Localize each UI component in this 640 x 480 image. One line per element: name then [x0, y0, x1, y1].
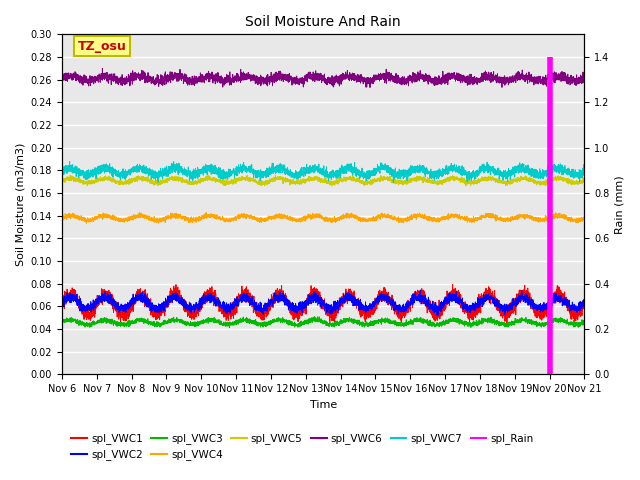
spl_VWC3 [58, 320, 66, 326]
spl_VWC5 [58, 176, 66, 182]
spl_VWC1 [580, 303, 588, 309]
Line: spl_VWC3: spl_VWC3 [62, 317, 584, 327]
spl_VWC5 [580, 179, 588, 184]
spl_VWC7 [390, 180, 397, 186]
spl_VWC5 [328, 183, 335, 189]
spl_VWC3 [440, 319, 448, 325]
Line: spl_VWC5: spl_VWC5 [62, 175, 584, 186]
X-axis label: Time: Time [310, 400, 337, 409]
spl_VWC3 [225, 324, 233, 330]
spl_VWC2 [580, 303, 588, 309]
spl_VWC5 [303, 177, 311, 182]
spl_VWC5 [152, 181, 159, 187]
spl_VWC1 [503, 323, 511, 329]
spl_VWC6 [580, 73, 588, 79]
Line: spl_VWC1: spl_VWC1 [62, 284, 584, 326]
spl_VWC1 [580, 301, 588, 307]
spl_VWC4 [83, 220, 90, 226]
spl_VWC7 [66, 159, 74, 165]
Line: spl_VWC4: spl_VWC4 [62, 213, 584, 223]
spl_VWC6 [412, 75, 419, 81]
spl_VWC1 [303, 299, 311, 304]
spl_VWC4 [580, 217, 588, 223]
spl_VWC3 [152, 321, 159, 327]
spl_VWC2 [440, 300, 448, 306]
spl_VWC4 [152, 217, 160, 223]
spl_VWC1 [411, 289, 419, 295]
spl_VWC6 [470, 78, 477, 84]
Line: spl_VWC6: spl_VWC6 [62, 68, 584, 87]
spl_VWC6 [366, 84, 374, 90]
spl_VWC6 [152, 76, 160, 82]
Line: spl_VWC2: spl_VWC2 [62, 290, 584, 315]
spl_VWC2 [433, 312, 441, 318]
spl_VWC5 [580, 179, 588, 184]
spl_VWC7 [440, 168, 448, 174]
spl_VWC4 [440, 214, 448, 219]
Y-axis label: Soil Moisture (m3/m3): Soil Moisture (m3/m3) [15, 143, 25, 266]
spl_VWC4 [580, 214, 588, 219]
Y-axis label: Rain (mm): Rain (mm) [615, 175, 625, 234]
spl_VWC1 [440, 300, 448, 306]
spl_VWC5 [470, 180, 477, 185]
spl_VWC3 [412, 318, 419, 324]
spl_VWC2 [417, 288, 424, 293]
spl_VWC1 [470, 310, 477, 316]
spl_VWC7 [580, 166, 588, 171]
spl_VWC3 [580, 321, 588, 327]
spl_VWC5 [412, 176, 419, 182]
spl_VWC1 [449, 281, 456, 287]
Legend: spl_VWC1, spl_VWC2, spl_VWC3, spl_VWC4, spl_VWC5, spl_VWC6, spl_VWC7, spl_Rain: spl_VWC1, spl_VWC2, spl_VWC3, spl_VWC4, … [67, 429, 538, 465]
spl_VWC7 [152, 170, 160, 176]
spl_VWC3 [303, 319, 311, 325]
spl_VWC3 [580, 319, 588, 325]
spl_VWC1 [58, 295, 66, 301]
spl_VWC4 [136, 210, 143, 216]
spl_VWC4 [470, 216, 477, 222]
spl_VWC6 [303, 75, 311, 81]
spl_VWC3 [470, 320, 477, 325]
Title: Soil Moisture And Rain: Soil Moisture And Rain [245, 15, 401, 29]
spl_VWC6 [58, 78, 66, 84]
spl_VWC7 [58, 170, 66, 176]
spl_VWC4 [304, 212, 312, 218]
spl_VWC7 [412, 170, 419, 176]
spl_VWC2 [303, 298, 311, 303]
spl_VWC7 [580, 170, 588, 176]
spl_VWC2 [470, 305, 477, 311]
spl_VWC1 [152, 311, 159, 317]
spl_VWC6 [99, 65, 106, 71]
spl_VWC5 [204, 172, 212, 178]
spl_VWC4 [58, 218, 66, 224]
Text: TZ_osu: TZ_osu [77, 40, 126, 53]
spl_VWC2 [152, 309, 159, 315]
spl_VWC2 [58, 298, 66, 304]
spl_VWC2 [580, 299, 588, 304]
spl_VWC5 [440, 178, 448, 183]
spl_VWC3 [310, 314, 318, 320]
spl_VWC6 [440, 77, 448, 83]
Line: spl_VWC7: spl_VWC7 [62, 162, 584, 183]
spl_VWC7 [470, 173, 477, 179]
spl_VWC6 [580, 76, 588, 82]
spl_VWC2 [411, 294, 419, 300]
spl_VWC4 [412, 212, 419, 218]
spl_VWC7 [303, 167, 311, 172]
